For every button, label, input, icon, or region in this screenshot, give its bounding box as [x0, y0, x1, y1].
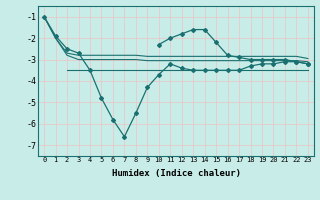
- X-axis label: Humidex (Indice chaleur): Humidex (Indice chaleur): [111, 169, 241, 178]
